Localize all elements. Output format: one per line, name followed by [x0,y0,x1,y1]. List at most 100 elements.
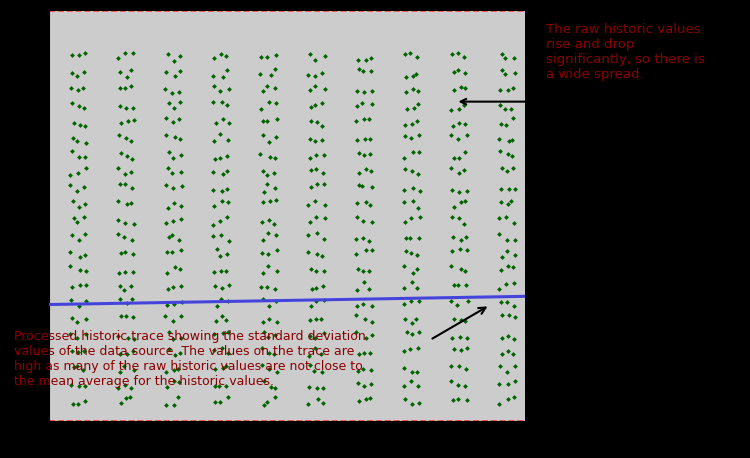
Point [120,104,132,112]
Point [220,363,232,370]
Point [124,394,136,401]
Point [506,136,518,143]
Point [446,186,458,194]
Point [412,204,424,211]
Point [65,84,77,92]
Point [255,283,267,290]
Point [493,231,505,238]
Point [458,221,470,228]
Point [66,283,78,290]
Point [317,399,329,407]
Point [356,182,368,190]
Point [508,302,520,310]
Point [209,398,221,405]
Point [448,154,460,161]
Point [460,246,472,253]
Point [316,316,328,323]
Point [162,50,174,58]
Point [496,253,508,261]
Point [207,72,219,79]
Point [74,266,86,273]
Point [494,198,506,205]
Point [360,246,372,253]
Point [263,316,275,323]
Point [222,137,234,144]
Point [412,88,424,95]
Point [169,133,181,140]
Point [460,396,472,403]
Point [452,66,464,74]
Point [210,317,222,324]
Point [495,185,507,193]
Point [64,331,76,338]
Point [493,214,505,222]
Point [271,246,283,253]
Point [308,197,320,205]
Point [214,131,226,138]
Point [73,51,85,59]
Point [163,99,175,106]
Point [398,199,410,206]
Point [119,269,131,276]
Point [359,334,371,342]
Point [366,183,378,191]
Point [453,188,465,195]
Point [458,382,470,389]
Point [166,218,178,225]
Point [217,284,229,292]
Point [448,69,460,76]
Point [311,229,323,237]
Point [509,377,520,384]
Point [502,200,514,207]
Point [80,251,92,259]
Point [208,137,220,144]
Point [311,119,323,126]
Point [316,283,328,290]
Point [207,221,219,228]
Point [496,66,508,73]
Point [264,197,276,205]
Point [125,137,137,145]
Point [271,267,283,274]
Point [353,169,365,176]
Point [400,50,412,58]
Point [68,363,80,370]
Point [68,214,80,222]
Point [446,362,458,370]
Point [508,279,520,286]
Point [221,213,233,221]
Point [494,362,506,370]
Point [159,86,171,93]
Point [66,51,78,59]
Point [217,73,229,80]
Point [406,167,418,174]
Point [255,105,267,113]
Point [174,135,186,142]
Point [404,50,416,57]
Point [363,115,375,123]
Point [502,151,514,158]
Point [460,282,472,289]
Point [310,73,322,80]
Point [64,262,76,270]
Point [405,134,417,142]
Point [365,87,377,94]
Point [222,394,234,401]
Point [70,363,82,370]
Point [452,362,464,369]
Point [414,213,426,220]
Point [176,298,188,305]
Point [304,155,316,162]
Point [116,312,128,320]
Point [309,102,321,109]
Point [78,183,90,191]
Point [214,50,226,58]
Point [363,267,375,275]
Point [359,395,371,403]
Point [502,262,514,270]
Point [500,368,512,376]
Point [304,333,316,340]
Point [459,148,471,156]
Point [411,251,423,259]
Point [256,87,268,95]
